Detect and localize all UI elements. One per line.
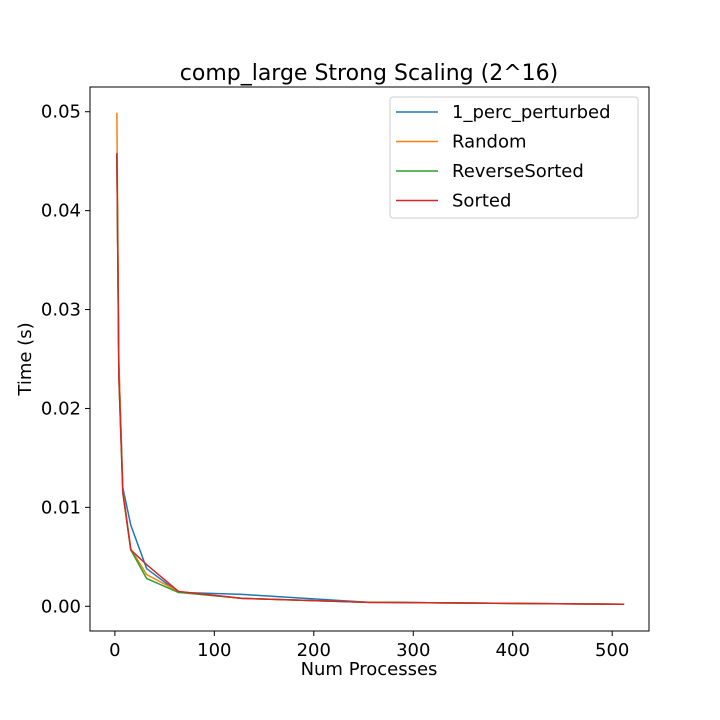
y-tick-label: 0.02 xyxy=(41,398,81,419)
legend-box xyxy=(389,96,639,219)
legend-label: Sorted xyxy=(452,191,511,212)
series-line-sorted xyxy=(116,153,625,606)
series-line-1-perc-perturbed xyxy=(116,155,625,606)
y-axis-ticks: 0.00 0.01 0.02 0.03 0.04 0.05 xyxy=(41,102,90,617)
legend: 1_perc_perturbed Random ReverseSorted Sorte… xyxy=(389,96,639,219)
y-tick-label: 0.03 xyxy=(41,300,81,321)
x-tick-label: 500 xyxy=(595,640,629,661)
x-tick-label: 0 xyxy=(109,640,120,661)
x-tick-label: 300 xyxy=(396,640,430,661)
series-line-reversesorted xyxy=(116,153,625,606)
x-axis-label: Num Processes xyxy=(301,659,438,680)
chart-title: comp_large Strong Scaling (2^16) xyxy=(180,61,558,86)
x-tick-label: 200 xyxy=(297,640,331,661)
legend-label: Random xyxy=(452,132,527,153)
x-tick-label: 100 xyxy=(197,640,231,661)
plot-series xyxy=(116,112,625,606)
plot-frame xyxy=(89,86,650,632)
x-axis-ticks: 0 100 200 300 400 500 xyxy=(109,631,629,661)
y-tick-label: 0.00 xyxy=(41,596,81,617)
y-axis-label: Time (s) xyxy=(15,322,36,396)
y-tick-label: 0.01 xyxy=(41,497,81,518)
legend-label: 1_perc_perturbed xyxy=(452,102,611,123)
y-tick-label: 0.05 xyxy=(41,102,81,123)
legend-label: ReverseSorted xyxy=(452,161,584,182)
y-tick-label: 0.04 xyxy=(41,201,81,222)
x-tick-label: 400 xyxy=(496,640,530,661)
